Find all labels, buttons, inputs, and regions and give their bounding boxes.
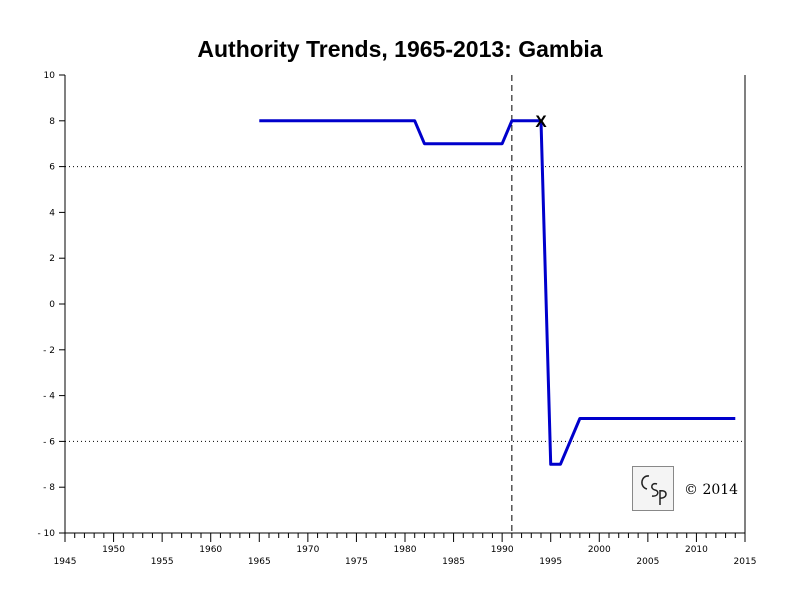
csp-logo	[632, 466, 674, 511]
chart-title: Authority Trends, 1965-2013: Gambia	[197, 36, 603, 62]
y-tick-label: - 10	[37, 529, 55, 539]
y-tick-label: 8	[49, 117, 55, 127]
y-tick-label: - 6	[43, 437, 55, 447]
chart-grid	[65, 75, 745, 533]
x-tick-label-upper: 2010	[685, 545, 708, 555]
chart-markers: X	[535, 112, 547, 131]
csp-logo-icon	[641, 475, 667, 505]
x-tick-label-lower: 1955	[151, 557, 174, 567]
authority-series-line	[259, 119, 736, 466]
y-tick-label: - 2	[43, 346, 55, 356]
x-tick-label-lower: 1975	[345, 557, 368, 567]
x-tick-label-lower: 1965	[248, 557, 271, 567]
x-tick-label-lower: 2015	[734, 557, 757, 567]
y-tick-label: 0	[49, 300, 55, 310]
chart-axes: 10 8 6 4 2 0 - 2 - 4 - 6 - 8 - 10 1950 1960 1970 1980 1…	[37, 71, 756, 567]
x-tick-label-upper: 1980	[394, 545, 417, 555]
x-tick-label-upper: 1990	[491, 545, 514, 555]
y-tick-label: 4	[49, 208, 55, 218]
x-tick-label-lower: 1945	[54, 557, 77, 567]
x-tick-label-lower: 2005	[636, 557, 659, 567]
y-tick-label: 10	[44, 71, 56, 81]
x-tick-label-upper: 2000	[588, 545, 611, 555]
y-tick-label: 2	[49, 254, 55, 264]
x-tick-label-upper: 1970	[296, 545, 319, 555]
x-tick-label-upper: 1950	[102, 545, 125, 555]
event-marker: X	[535, 112, 547, 131]
y-tick-label: 6	[49, 163, 55, 173]
y-tick-label: - 4	[43, 392, 55, 402]
chart-series	[259, 119, 736, 466]
x-tick-label-lower: 1985	[442, 557, 465, 567]
x-tick-label-upper: 1960	[199, 545, 222, 555]
x-tick-label-lower: 1995	[539, 557, 562, 567]
copyright-text: © 2014	[684, 482, 739, 498]
y-tick-label: - 8	[43, 483, 55, 493]
